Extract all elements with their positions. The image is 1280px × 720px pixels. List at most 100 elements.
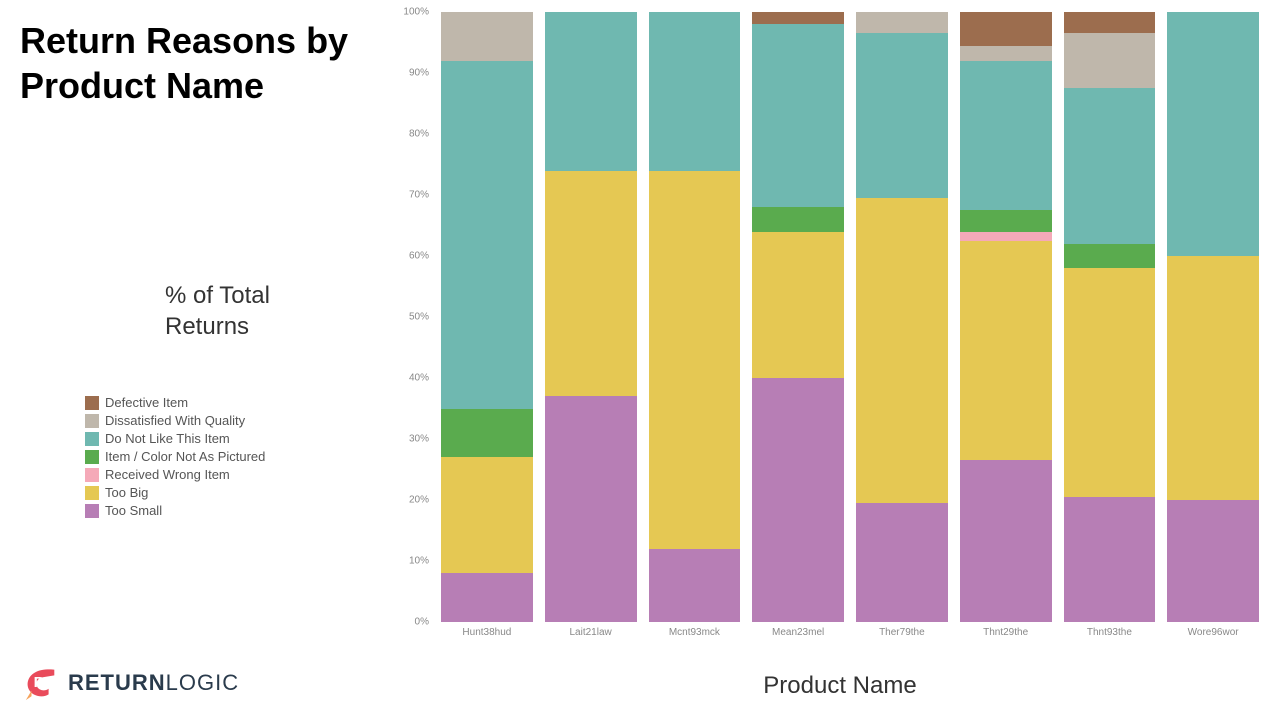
y-tick: 100% bbox=[403, 7, 429, 18]
bar-segment-too_big bbox=[441, 457, 533, 573]
chart-area: 0%10%20%30%40%50%60%70%80%90%100% Hunt38… bbox=[395, 12, 1265, 652]
bar-segment-too_big bbox=[1167, 256, 1259, 500]
logo-text-rest: LOGIC bbox=[166, 670, 239, 695]
y-axis-title: % of Total Returns bbox=[165, 280, 270, 342]
bar-segment-defective bbox=[1064, 12, 1156, 33]
bar-segment-do_not_like bbox=[856, 33, 948, 198]
bar-segment-dissatisfied_quality bbox=[856, 12, 948, 33]
y-tick: 20% bbox=[409, 495, 429, 506]
legend-item: Received Wrong Item bbox=[85, 467, 265, 482]
legend-swatch bbox=[85, 414, 99, 428]
returnlogic-logo: R RETURNLOGIC bbox=[22, 664, 239, 702]
x-tick-label: Mcnt93mck bbox=[643, 627, 747, 638]
y-tick: 90% bbox=[409, 68, 429, 79]
y-tick: 0% bbox=[415, 617, 429, 628]
bar-segment-do_not_like bbox=[960, 61, 1052, 210]
bar-column bbox=[746, 12, 850, 622]
y-tick: 60% bbox=[409, 251, 429, 262]
x-tick-label: Wore96wor bbox=[1161, 627, 1265, 638]
legend-item: Defective Item bbox=[85, 395, 265, 410]
x-tick-label: Mean23mel bbox=[746, 627, 850, 638]
bar-segment-item_color_not_pictured bbox=[752, 207, 844, 231]
legend-swatch bbox=[85, 396, 99, 410]
logo-text-bold: RETURN bbox=[68, 670, 166, 695]
logo-text: RETURNLOGIC bbox=[68, 670, 239, 696]
bar-segment-item_color_not_pictured bbox=[960, 210, 1052, 231]
bar-segment-too_small bbox=[1167, 500, 1259, 622]
plot-area bbox=[435, 12, 1265, 622]
y-axis-title-line1: % of Total bbox=[165, 280, 270, 311]
y-axis: 0%10%20%30%40%50%60%70%80%90%100% bbox=[395, 12, 435, 622]
bar-segment-do_not_like bbox=[649, 12, 741, 171]
bar-column bbox=[954, 12, 1058, 622]
y-tick: 30% bbox=[409, 434, 429, 445]
bars-container bbox=[435, 12, 1265, 622]
legend-swatch bbox=[85, 504, 99, 518]
legend-item: Too Big bbox=[85, 485, 265, 500]
bar-segment-too_small bbox=[441, 573, 533, 622]
bar-segment-too_big bbox=[545, 171, 637, 397]
y-tick: 10% bbox=[409, 556, 429, 567]
y-axis-title-line2: Returns bbox=[165, 311, 270, 342]
bar-segment-too_big bbox=[752, 232, 844, 378]
bar-column bbox=[850, 12, 954, 622]
bar-segment-do_not_like bbox=[752, 24, 844, 207]
bar-segment-dissatisfied_quality bbox=[441, 12, 533, 61]
bar-segment-item_color_not_pictured bbox=[1064, 244, 1156, 268]
bar-segment-do_not_like bbox=[1167, 12, 1259, 256]
legend-label: Too Big bbox=[105, 485, 148, 500]
bar-segment-too_big bbox=[856, 198, 948, 503]
bar-segment-too_small bbox=[649, 549, 741, 622]
legend-item: Item / Color Not As Pictured bbox=[85, 449, 265, 464]
legend-label: Do Not Like This Item bbox=[105, 431, 230, 446]
bar-segment-too_small bbox=[545, 396, 637, 622]
bar-column bbox=[643, 12, 747, 622]
legend-item: Dissatisfied With Quality bbox=[85, 413, 265, 428]
y-tick: 40% bbox=[409, 373, 429, 384]
legend-label: Item / Color Not As Pictured bbox=[105, 449, 265, 464]
bar-segment-do_not_like bbox=[1064, 88, 1156, 244]
legend-swatch bbox=[85, 450, 99, 464]
legend-item: Too Small bbox=[85, 503, 265, 518]
legend-swatch bbox=[85, 486, 99, 500]
y-tick: 50% bbox=[409, 312, 429, 323]
bar-column bbox=[539, 12, 643, 622]
bar-segment-too_small bbox=[856, 503, 948, 622]
bar-segment-dissatisfied_quality bbox=[1064, 33, 1156, 88]
x-tick-label: Thnt93the bbox=[1058, 627, 1162, 638]
legend-swatch bbox=[85, 468, 99, 482]
bar-segment-too_big bbox=[649, 171, 741, 549]
bar-segment-too_small bbox=[1064, 497, 1156, 622]
legend-label: Too Small bbox=[105, 503, 162, 518]
bar-column bbox=[1058, 12, 1162, 622]
legend-label: Defective Item bbox=[105, 395, 188, 410]
bar-segment-defective bbox=[752, 12, 844, 24]
bar-segment-item_color_not_pictured bbox=[441, 409, 533, 458]
chart-title: Return Reasons by Product Name bbox=[20, 18, 400, 108]
bar-segment-too_big bbox=[960, 241, 1052, 461]
legend-label: Received Wrong Item bbox=[105, 467, 230, 482]
bar-column bbox=[435, 12, 539, 622]
legend: Defective Item Dissatisfied With Quality D… bbox=[85, 395, 265, 521]
legend-swatch bbox=[85, 432, 99, 446]
bar-segment-too_big bbox=[1064, 268, 1156, 497]
bar-segment-received_wrong bbox=[960, 232, 1052, 241]
bar-segment-dissatisfied_quality bbox=[960, 46, 1052, 61]
x-axis-labels: Hunt38hudLait21lawMcnt93mckMean23melTher… bbox=[435, 627, 1265, 638]
bar-segment-do_not_like bbox=[545, 12, 637, 171]
x-tick-label: Thnt29the bbox=[954, 627, 1058, 638]
bar-segment-too_small bbox=[960, 460, 1052, 622]
bar-segment-too_small bbox=[752, 378, 844, 622]
logo-mark-icon: R bbox=[22, 664, 60, 702]
bar-segment-defective bbox=[960, 12, 1052, 46]
x-tick-label: Ther79the bbox=[850, 627, 954, 638]
x-axis-title: Product Name bbox=[400, 672, 1280, 700]
svg-text:R: R bbox=[34, 674, 45, 691]
y-tick: 80% bbox=[409, 129, 429, 140]
y-tick: 70% bbox=[409, 190, 429, 201]
x-tick-label: Hunt38hud bbox=[435, 627, 539, 638]
legend-label: Dissatisfied With Quality bbox=[105, 413, 245, 428]
bar-segment-do_not_like bbox=[441, 61, 533, 409]
x-tick-label: Lait21law bbox=[539, 627, 643, 638]
bar-column bbox=[1161, 12, 1265, 622]
